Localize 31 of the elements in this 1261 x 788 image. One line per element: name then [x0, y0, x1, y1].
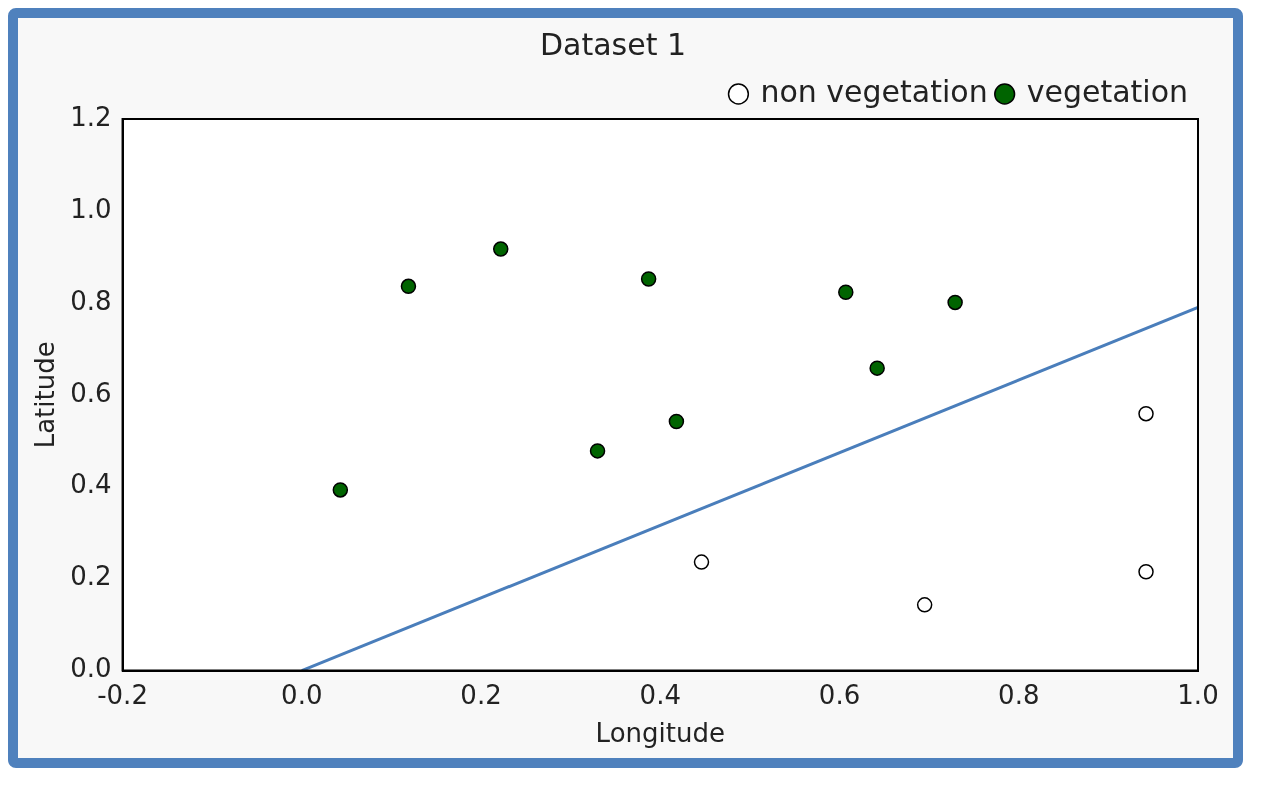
x-tick-label: 0.4	[639, 679, 681, 710]
point	[400, 278, 417, 295]
point	[1138, 564, 1154, 580]
y-tick-label: 1.0	[70, 193, 112, 224]
point	[916, 597, 933, 613]
x-tick-label: 1.0	[1177, 679, 1219, 710]
y-tick-label: 0.2	[70, 561, 112, 592]
x-axis-title: Longitude	[595, 718, 725, 749]
point	[332, 482, 349, 498]
point	[493, 241, 509, 257]
x-tick-label: 0.8	[998, 679, 1040, 710]
y-tick-label: 0.4	[70, 469, 112, 500]
y-tick-label: 1.2	[70, 101, 112, 132]
x-tick-label: 0.2	[460, 679, 502, 710]
point	[589, 443, 606, 459]
legend-label: non vegetation	[760, 73, 988, 109]
point	[838, 284, 854, 301]
point	[869, 360, 885, 376]
chart-title: Dataset 1	[539, 26, 687, 62]
point	[693, 554, 710, 570]
point	[668, 413, 685, 430]
point	[1138, 405, 1154, 422]
y-tick-label: 0.8	[70, 285, 112, 316]
legend-label: vegetation	[1026, 73, 1188, 109]
y-axis-title: Latitude	[30, 341, 61, 449]
x-tick-label: 0.6	[818, 679, 861, 710]
x-tick-label: 0.0	[281, 679, 323, 710]
y-tick-label: 0.6	[70, 377, 112, 408]
point	[947, 294, 963, 311]
point	[640, 271, 657, 287]
picture-frame: Longitude Latitude non vegetation vegetation Dataset 1 -0.2 0.0 0.2 0.4 0.6 0.8 1.0 0.0 0.2 0.4 0.6 0.8 1.0 1.2	[8, 8, 1243, 768]
